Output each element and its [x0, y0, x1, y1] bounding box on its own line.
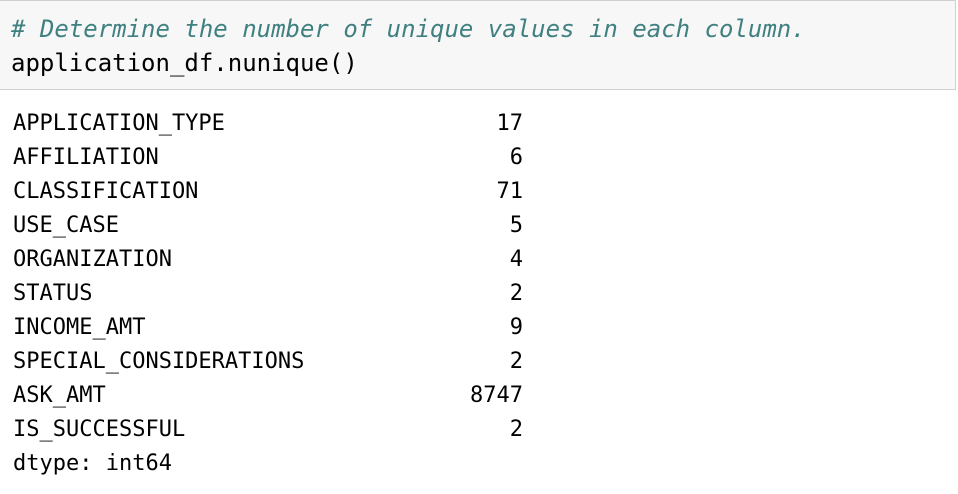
unique-count: 9 [509, 315, 523, 340]
output-row: STATUS 2 [13, 281, 523, 315]
unique-count: 71 [496, 179, 524, 204]
output-row: ORGANIZATION 4 [13, 247, 523, 281]
column-name: ASK_AMT [13, 383, 106, 408]
output-row: AFFILIATION 6 [13, 145, 523, 179]
code-statement: application_df.nunique() [11, 49, 358, 77]
code-input-cell[interactable]: # Determine the number of unique values … [0, 0, 956, 90]
column-name: AFFILIATION [13, 145, 159, 170]
dtype-label: dtype: int64 [13, 451, 172, 476]
column-name: STATUS [13, 281, 93, 306]
column-name: IS_SUCCESSFUL [13, 417, 186, 442]
output-row: ASK_AMT 8747 [13, 383, 523, 417]
unique-count: 6 [509, 145, 523, 170]
column-name: CLASSIFICATION [13, 179, 199, 204]
output-row: IS_SUCCESSFUL 2 [13, 417, 523, 451]
column-name: SPECIAL_CONSIDERATIONS [13, 349, 305, 374]
output-row: CLASSIFICATION 71 [13, 179, 523, 213]
unique-count: 4 [509, 247, 523, 272]
column-name: INCOME_AMT [13, 315, 146, 340]
output-row: USE_CASE 5 [13, 213, 523, 247]
output-row: INCOME_AMT 9 [13, 315, 523, 349]
cell-output: APPLICATION_TYPE 17 AFFILIATION 6 CLASSI… [0, 91, 958, 494]
unique-count: 2 [509, 281, 523, 306]
unique-count: 17 [496, 111, 524, 136]
output-row: APPLICATION_TYPE 17 [13, 111, 523, 145]
code-comment: # Determine the number of unique values … [11, 15, 806, 43]
unique-count: 8747 [470, 383, 523, 408]
column-name: ORGANIZATION [13, 247, 172, 272]
unique-count: 2 [509, 349, 523, 374]
unique-count: 2 [509, 417, 523, 442]
output-row: SPECIAL_CONSIDERATIONS 2 [13, 349, 523, 383]
column-name: USE_CASE [13, 213, 119, 238]
unique-count: 5 [509, 213, 523, 238]
column-name: APPLICATION_TYPE [13, 111, 225, 136]
